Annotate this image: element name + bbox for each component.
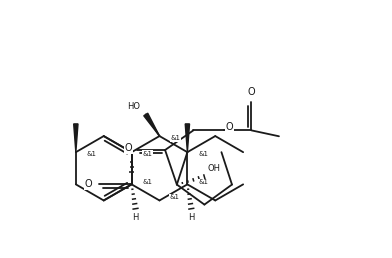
Text: OH: OH [207,164,220,173]
Text: O: O [85,179,93,189]
Text: H: H [132,213,139,222]
Text: O: O [248,87,255,98]
Text: &1: &1 [143,179,152,186]
Text: &1: &1 [170,194,180,200]
Text: &1: &1 [87,151,97,157]
Text: O: O [226,122,234,132]
Polygon shape [144,113,160,136]
Text: &1: &1 [143,151,152,157]
Text: &1: &1 [198,151,209,157]
Text: H: H [188,213,194,222]
Text: &1: &1 [171,135,180,141]
Text: &1: &1 [198,179,209,186]
Text: HO: HO [127,102,140,110]
Text: O: O [125,143,132,153]
Polygon shape [74,124,78,152]
Polygon shape [185,124,190,152]
